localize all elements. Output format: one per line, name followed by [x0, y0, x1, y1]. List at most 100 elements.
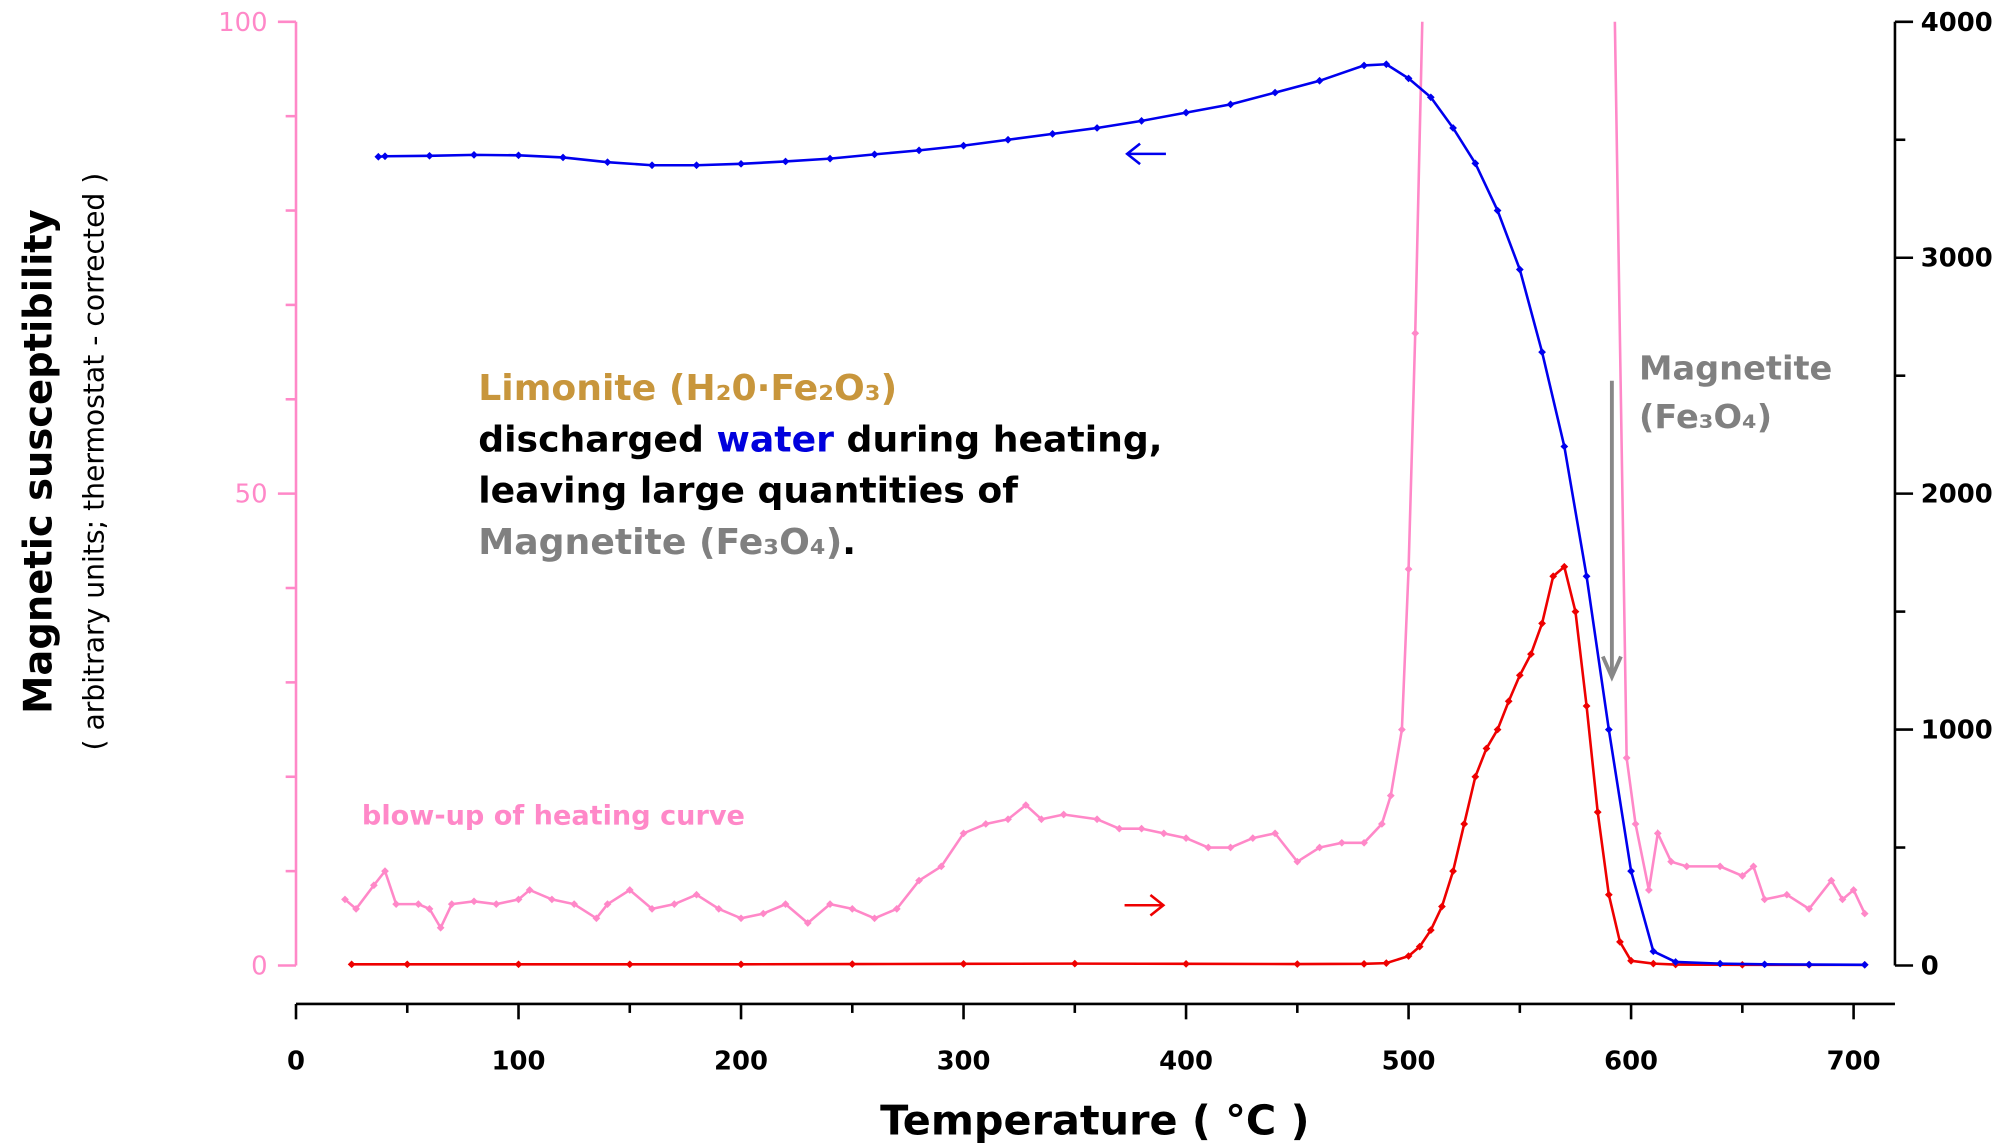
data-point [1404, 565, 1413, 573]
data-point [1716, 862, 1724, 871]
data-point [1377, 820, 1386, 828]
data-point [1560, 562, 1569, 571]
y-tick-label: 50 [235, 480, 268, 510]
data-point [781, 157, 790, 166]
data-point [341, 895, 349, 904]
series-line [351, 564, 1865, 967]
data-point [1645, 886, 1653, 894]
data-point [1716, 959, 1724, 968]
data-point [1093, 815, 1101, 824]
data-point [1404, 952, 1413, 960]
data-point [374, 152, 383, 161]
y2-tick-label: 3000 [1921, 244, 1993, 274]
data-point [870, 150, 879, 159]
data-point [1493, 725, 1502, 734]
data-point [648, 905, 656, 913]
data-point [1860, 960, 1869, 969]
data-point [470, 897, 478, 906]
magnetite-label: (Fe₃O₄) [1639, 397, 1772, 436]
data-point [625, 886, 634, 894]
data-point [1398, 725, 1406, 734]
data-point [414, 900, 423, 908]
y2-tick-label: 4000 [1921, 8, 1993, 38]
y-tick-label: 100 [218, 8, 267, 38]
x-tick-label: 700 [1827, 1046, 1881, 1076]
data-point [570, 900, 579, 908]
annotation-line: discharged water during heating, [478, 419, 1162, 460]
data-point [1271, 88, 1279, 97]
data-point [1760, 895, 1769, 904]
data-point [781, 900, 790, 908]
data-point [1315, 76, 1324, 85]
data-point [1582, 572, 1591, 581]
data-point [603, 158, 612, 167]
data-point [826, 900, 834, 908]
data-point [1004, 135, 1012, 144]
data-point [692, 161, 701, 170]
x-tick-label: 200 [714, 1046, 768, 1076]
data-point [403, 960, 412, 969]
annotation-segment: Magnetite (Fe₃O₄) [478, 522, 842, 563]
data-point [937, 862, 946, 871]
y-axis-label: Magnetic susceptibility [17, 209, 62, 714]
data-point [1504, 697, 1513, 706]
x-tick-label: 500 [1382, 1046, 1436, 1076]
annotation-segment: water [716, 419, 834, 460]
data-point [1805, 960, 1813, 969]
magnetite-arrow [1601, 380, 1623, 682]
data-point [759, 909, 768, 918]
y2-tick-label: 1000 [1921, 716, 1993, 746]
data-point [1460, 820, 1469, 828]
x-tick-label: 400 [1159, 1046, 1213, 1076]
data-point [1667, 857, 1676, 866]
data-point [1411, 329, 1420, 338]
x-tick-label: 100 [492, 1046, 546, 1076]
data-point [425, 151, 434, 160]
data-point [514, 895, 523, 904]
data-point [1571, 607, 1580, 616]
data-point [959, 959, 968, 968]
data-point [1604, 890, 1613, 899]
data-point [1449, 867, 1457, 875]
series-line [344, 21, 1866, 931]
x-axis-label: Temperature ( °C ) [880, 1097, 1309, 1145]
data-point [1426, 93, 1435, 102]
data-point [1604, 725, 1613, 734]
y2-tick-label: 0 [1921, 952, 1939, 982]
data-point [592, 914, 601, 923]
data-point [915, 146, 923, 155]
data-point [1382, 959, 1391, 967]
data-point [1360, 61, 1368, 70]
data-point [692, 890, 701, 899]
data-point [1137, 117, 1146, 125]
data-point [1538, 619, 1546, 628]
annotation-line: Magnetite (Fe₃O₄). [478, 522, 856, 563]
data-point [848, 905, 857, 913]
data-point [981, 820, 990, 828]
data-point [1471, 159, 1480, 168]
data-point [514, 960, 523, 969]
data-point [1360, 838, 1368, 847]
data-point [470, 151, 478, 159]
data-point [370, 881, 378, 890]
blowup-label: blow-up of heating curve [362, 801, 745, 832]
data-point [1182, 108, 1190, 117]
data-point [1682, 862, 1691, 871]
data-point [1037, 815, 1046, 824]
data-point [1386, 791, 1395, 800]
data-point [548, 895, 556, 904]
data-point [1226, 843, 1235, 852]
data-point [1426, 926, 1435, 934]
data-point [559, 153, 567, 162]
data-point [1137, 824, 1146, 833]
data-point [1059, 810, 1068, 819]
data-point [1115, 824, 1124, 833]
annotation-segment: during heating, [834, 419, 1163, 460]
data-point [514, 151, 523, 160]
data-point [1182, 834, 1190, 842]
data-point [1438, 902, 1446, 911]
data-point [1631, 820, 1640, 828]
heating-arrow [1124, 893, 1166, 917]
data-point [737, 960, 745, 969]
